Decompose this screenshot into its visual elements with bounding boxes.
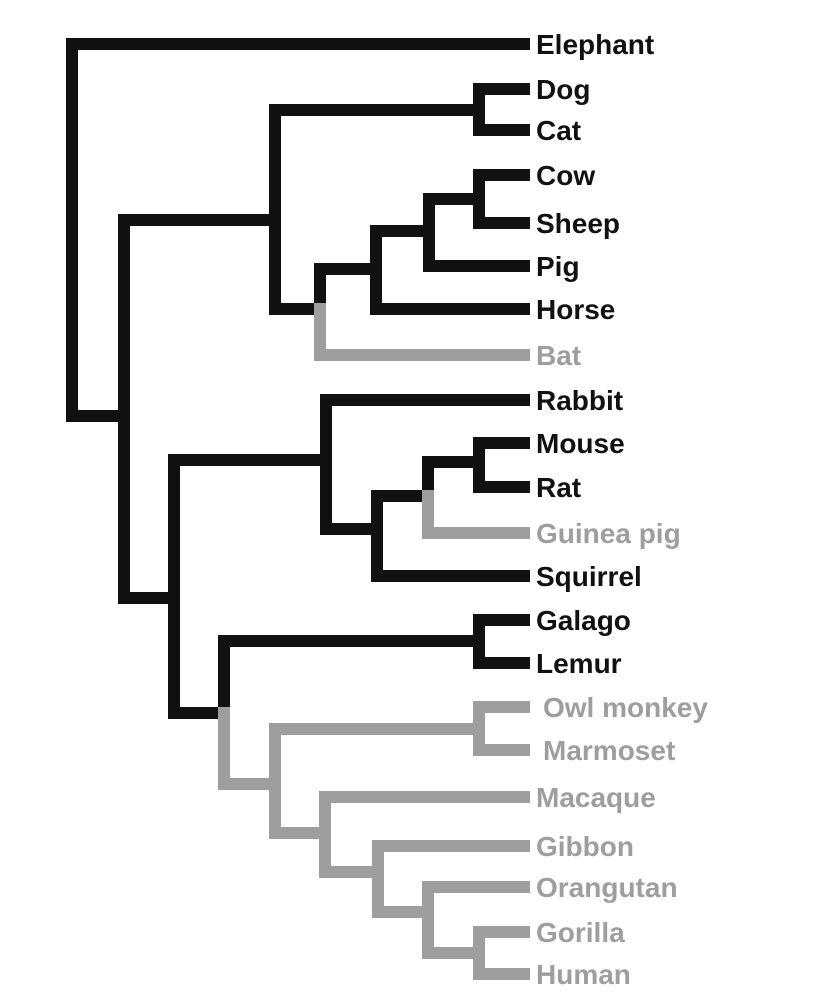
label-rat: Rat xyxy=(536,472,581,503)
label-horse: Horse xyxy=(536,294,615,325)
tree-labels: Elephant Dog Cat Cow Sheep Pig Horse Bat Rabbit M… xyxy=(536,29,708,990)
label-cat: Cat xyxy=(536,115,581,146)
tree-branches xyxy=(66,38,530,980)
label-guinea-pig: Guinea pig xyxy=(536,518,681,549)
label-rabbit: Rabbit xyxy=(536,385,623,416)
label-gorilla: Gorilla xyxy=(536,917,625,948)
label-dog: Dog xyxy=(536,74,590,105)
label-sheep: Sheep xyxy=(536,208,620,239)
label-gibbon: Gibbon xyxy=(536,831,634,862)
label-macaque: Macaque xyxy=(536,782,656,813)
label-galago: Galago xyxy=(536,605,631,636)
label-cow: Cow xyxy=(536,160,595,191)
label-orangutan: Orangutan xyxy=(536,872,678,903)
label-pig: Pig xyxy=(536,251,580,282)
label-human: Human xyxy=(536,959,631,990)
label-owl-monkey: Owl monkey xyxy=(543,692,708,723)
label-bat: Bat xyxy=(536,340,581,371)
label-marmoset: Marmoset xyxy=(543,735,675,766)
label-elephant: Elephant xyxy=(536,29,654,60)
label-mouse: Mouse xyxy=(536,428,625,459)
label-squirrel: Squirrel xyxy=(536,561,642,592)
label-lemur: Lemur xyxy=(536,648,622,679)
